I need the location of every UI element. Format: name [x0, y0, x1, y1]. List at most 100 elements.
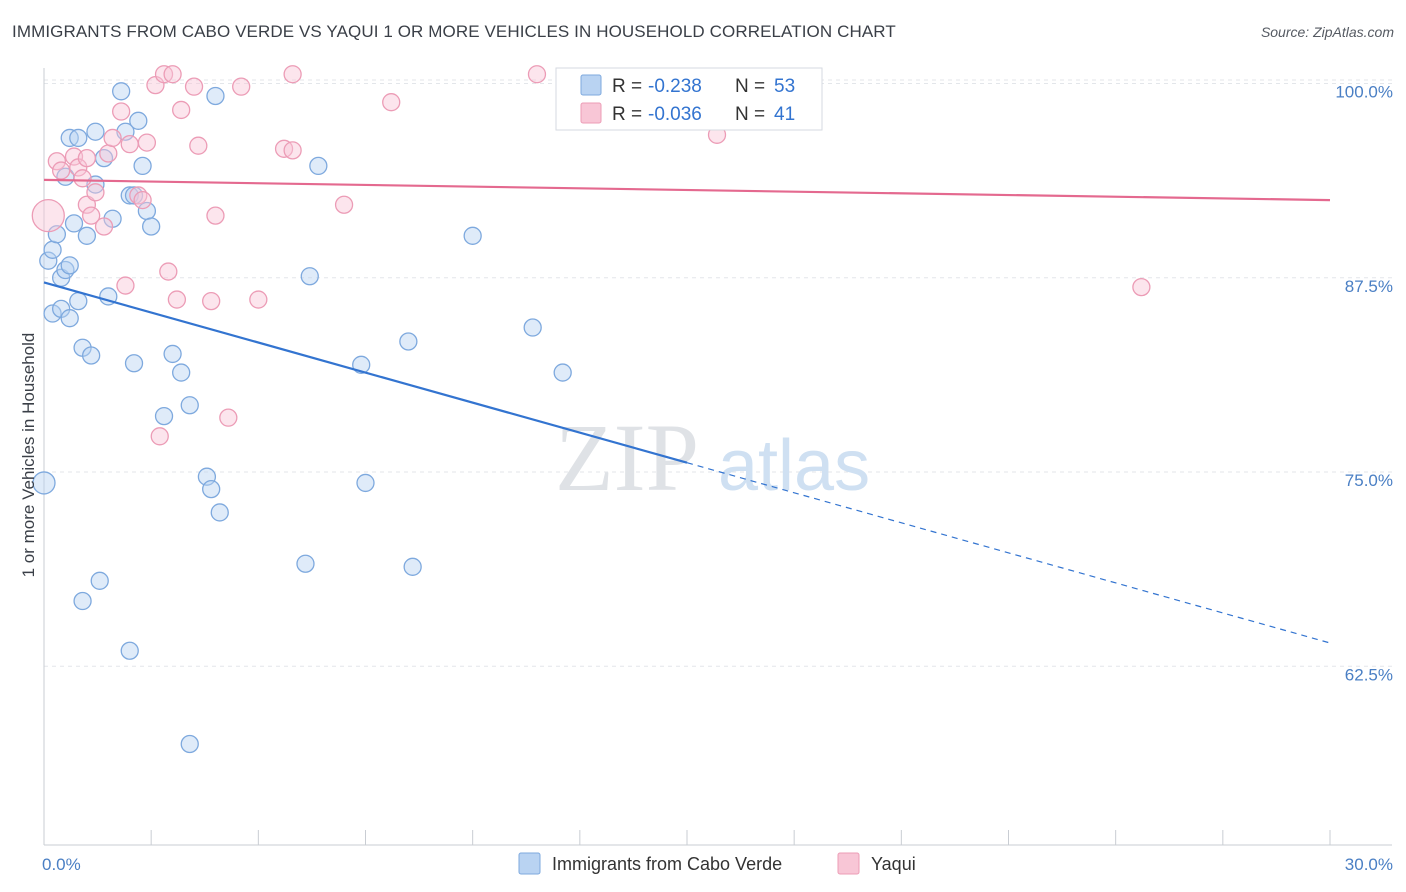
blue-data-point — [202, 479, 221, 499]
pink-data-point — [137, 133, 157, 152]
pink-data-point — [82, 206, 101, 225]
pink-data-point — [382, 93, 401, 112]
stats-n-label-2: N = — [735, 104, 765, 125]
pink-data-point — [184, 77, 204, 96]
pink-data-point — [334, 195, 354, 214]
axes: 100.0% 87.5% 75.0% 62.5% 0.0% 30.0% — [42, 68, 1393, 874]
pink-data-point — [202, 291, 221, 311]
blue-data-point — [172, 363, 191, 382]
pink-data-point — [47, 152, 67, 171]
pink-data-point — [120, 134, 139, 154]
stats-n-value-1: 53 — [774, 76, 795, 97]
blue-data-point — [43, 304, 62, 323]
pink-data-point — [249, 290, 268, 309]
stats-r-label-1: R = — [612, 76, 642, 97]
pink-data-point — [77, 195, 97, 214]
pink-data-point — [219, 408, 238, 427]
series-legend-label-1: Immigrants from Cabo Verde — [552, 854, 782, 874]
blue-data-point — [90, 571, 109, 590]
blue-data-point — [39, 251, 58, 270]
blue-data-point — [60, 309, 79, 328]
pink-data-point — [150, 427, 169, 446]
blue-data-point — [112, 82, 131, 101]
blue-data-point — [133, 156, 152, 176]
blue-data-point — [86, 122, 105, 141]
blue-data-point — [523, 318, 542, 337]
pink-data-point — [116, 276, 135, 295]
blue-data-point — [403, 557, 422, 576]
pink-data-point — [167, 290, 187, 309]
pink-data-point — [172, 100, 191, 120]
series-legend-label-2: Yaqui — [871, 854, 916, 874]
pink-data-point — [77, 148, 97, 168]
pink-data-point — [206, 206, 225, 225]
trend-lines — [43, 178, 1331, 644]
pink-data-point — [112, 102, 131, 121]
blue-data-point — [180, 396, 199, 415]
blue-data-point — [154, 406, 174, 426]
y-tick-label: 75.0% — [1345, 471, 1393, 490]
watermark-atlas: atlas — [718, 426, 870, 506]
pink-trend-line — [43, 178, 1331, 202]
blue-data-point — [356, 473, 375, 493]
pink-data-point — [133, 190, 152, 210]
pink-data-point — [51, 161, 71, 180]
blue-data-point — [129, 111, 148, 130]
data-points — [31, 65, 1151, 754]
blue-data-point — [206, 86, 225, 106]
blue-data-point — [296, 554, 315, 573]
blue-data-point — [120, 641, 139, 660]
blue-data-point — [64, 214, 84, 233]
blue-trend-line — [43, 281, 688, 464]
blue-data-point — [300, 267, 319, 286]
y-tick-label: 62.5% — [1345, 665, 1393, 684]
blue-data-point — [399, 332, 418, 351]
pink-data-point — [159, 262, 178, 281]
pink-data-point — [73, 169, 92, 188]
pink-data-point — [99, 144, 118, 163]
pink-data-point — [94, 217, 114, 236]
pink-data-point — [163, 65, 182, 84]
blue-data-point — [124, 186, 144, 205]
watermark-zip: ZIP — [555, 404, 699, 511]
blue-data-point — [142, 217, 161, 236]
blue-data-point — [180, 734, 199, 754]
pink-data-point — [31, 198, 65, 233]
pink-data-point — [232, 77, 251, 96]
pink-data-point — [527, 65, 547, 84]
pink-data-point — [86, 183, 105, 202]
pink-data-point — [1132, 277, 1151, 297]
blue-data-point — [163, 344, 182, 364]
grid-lines — [44, 79, 1392, 667]
blue-data-point — [69, 291, 88, 311]
blue-data-point — [73, 591, 92, 611]
blue-trend-extension — [686, 462, 1331, 644]
pink-data-point — [103, 128, 122, 148]
stats-legend-swatch-blue — [580, 74, 602, 96]
stats-legend-swatch-pink — [580, 102, 602, 124]
blue-data-point — [124, 354, 144, 373]
x-tick-label: 0.0% — [42, 855, 81, 874]
watermark: ZIP atlas — [555, 404, 870, 511]
series-legend: Immigrants from Cabo Verde Yaqui — [518, 852, 916, 875]
x-tick-label: 30.0% — [1345, 855, 1393, 874]
y-tick-label: 87.5% — [1345, 277, 1393, 296]
pink-data-point — [283, 141, 302, 160]
blue-data-point — [553, 363, 572, 382]
series-legend-swatch-blue — [518, 852, 541, 875]
stats-legend: R = -0.238 N = 53 R = -0.036 N = 41 — [555, 67, 823, 131]
blue-data-point — [47, 225, 67, 244]
blue-data-point — [60, 256, 79, 275]
pink-data-point — [283, 65, 302, 84]
stats-r-label-2: R = — [612, 104, 642, 125]
stats-n-value-2: 41 — [774, 104, 795, 125]
blue-data-point — [82, 346, 101, 365]
stats-r-value-2: -0.036 — [648, 104, 702, 125]
source-label: Source: ZipAtlas.com — [1260, 24, 1394, 40]
stats-n-label-1: N = — [735, 76, 765, 97]
blue-data-point — [69, 128, 88, 148]
blue-data-point — [32, 471, 56, 495]
blue-data-point — [463, 226, 482, 245]
pink-data-point — [189, 136, 208, 155]
